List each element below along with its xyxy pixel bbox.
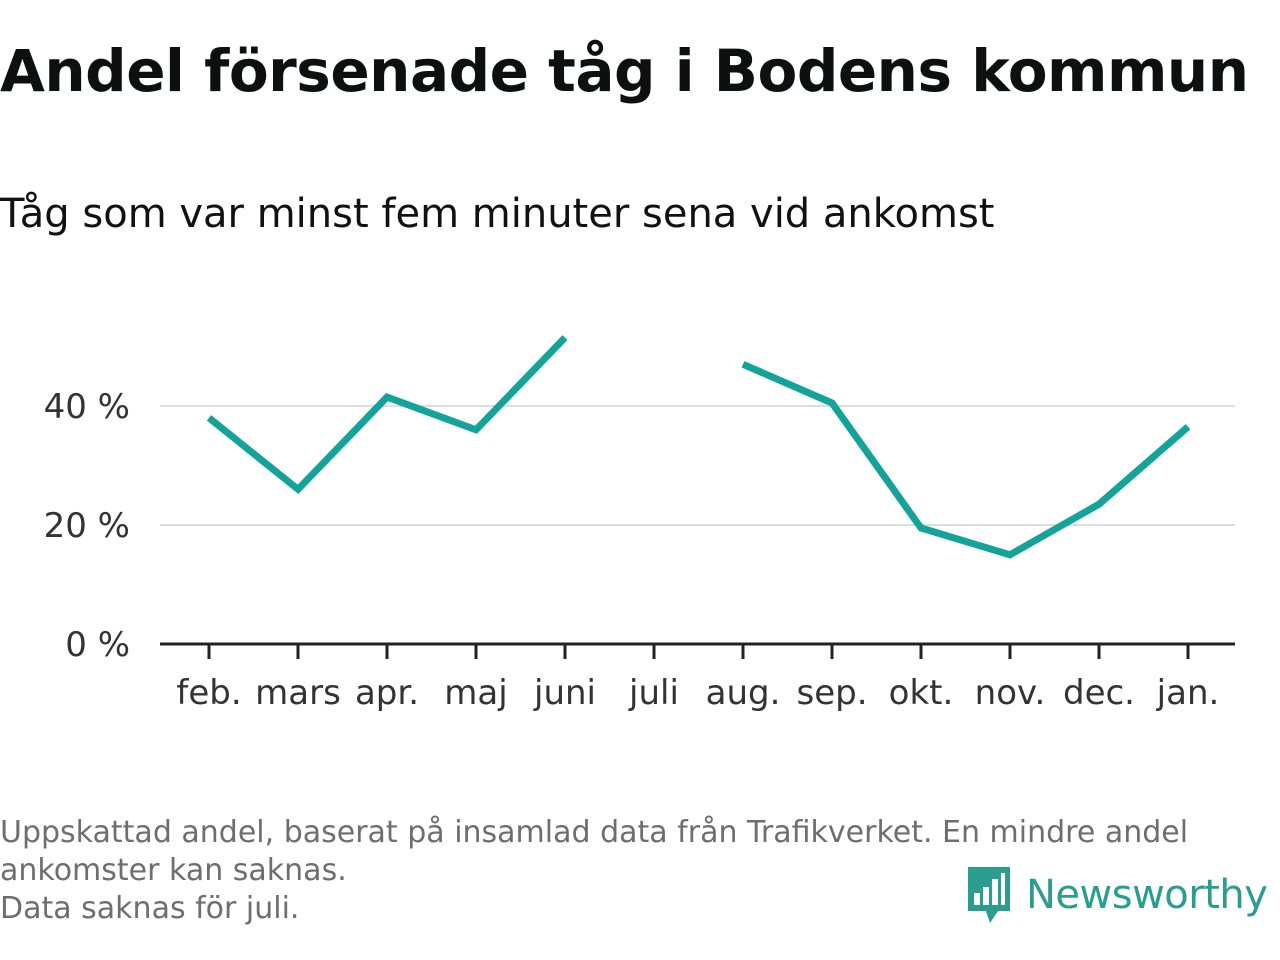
x-axis-ticks: feb. mars apr. maj juni juli aug. sep. okt. nov. d… xyxy=(176,644,1219,713)
chart-title: Andel försenade tåg i Bodens kommun xyxy=(0,37,1249,105)
x-tick-label: apr. xyxy=(355,673,419,713)
x-tick-label: nov. xyxy=(975,673,1046,713)
y-tick-label: 0 % xyxy=(65,625,130,665)
y-axis-ticks: 0 % 20 % 40 % xyxy=(44,387,130,665)
x-tick-label: juni xyxy=(533,673,596,713)
footnote: Uppskattad andel, baserat på insamlad da… xyxy=(0,814,1265,928)
footnote-line-2: ankomster kan saknas. xyxy=(0,853,347,888)
series-line-segment-1 xyxy=(206,335,568,495)
series-delayed-share xyxy=(206,335,1191,559)
x-tick-label: juli xyxy=(628,673,679,713)
x-tick-label: dec. xyxy=(1063,673,1135,713)
y-tick-label: 40 % xyxy=(44,387,130,427)
x-tick-label: mars xyxy=(255,673,341,713)
chart-subtitle: Tåg som var minst fem minuter sena vid a… xyxy=(0,191,995,237)
x-tick-label: sep. xyxy=(796,673,867,713)
y-tick-label: 20 % xyxy=(44,506,130,546)
x-tick-label: jan. xyxy=(1156,673,1220,713)
footnote-line-3: Data saknas för juli. xyxy=(0,891,300,926)
x-tick-label: maj xyxy=(444,673,507,713)
series-line-segment-2 xyxy=(741,361,1191,559)
footnote-line-1: Uppskattad andel, baserat på insamlad da… xyxy=(0,815,1189,850)
x-tick-label: okt. xyxy=(889,673,954,713)
brand-logo: Newsworthy xyxy=(964,862,1268,928)
x-tick-label: aug. xyxy=(706,673,781,713)
newsworthy-logo-icon xyxy=(968,867,1010,923)
x-tick-label: feb. xyxy=(176,673,241,713)
brand-name: Newsworthy xyxy=(1026,872,1268,918)
